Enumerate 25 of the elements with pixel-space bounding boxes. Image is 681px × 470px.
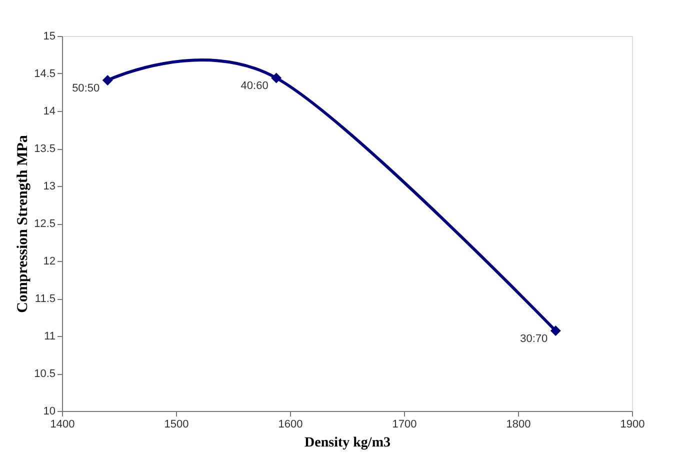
y-axis-title: Compression Strength MPa xyxy=(15,134,32,313)
y-tick-label: 12 xyxy=(43,256,56,268)
annotation: 50:50 xyxy=(72,82,100,94)
y-tick-label: 10.5 xyxy=(34,368,56,380)
y-tick-label: 12.5 xyxy=(34,218,56,230)
point xyxy=(102,75,113,86)
y-tick-label: 11 xyxy=(44,330,56,342)
y-tick-label: 10 xyxy=(43,406,56,418)
point xyxy=(550,326,561,336)
y-tick-label: 11.5 xyxy=(34,293,56,305)
point xyxy=(271,72,282,84)
x-tick-label: 1500 xyxy=(164,418,189,430)
annotation: 30:70 xyxy=(520,332,548,345)
y-tick-label: 13.5 xyxy=(34,143,56,155)
x-tick-label: 1400 xyxy=(50,418,75,430)
y-tick-label: 14 xyxy=(43,106,56,118)
y-tick-label: 13 xyxy=(43,180,56,192)
x-axis-title: Density kg/m3 xyxy=(304,436,390,450)
y-tick-label: 15 xyxy=(43,30,56,42)
y-tick-label: 14.5 xyxy=(34,68,56,80)
annotation: 40:60 xyxy=(240,80,268,92)
x-tick-label: 1600 xyxy=(278,418,303,430)
x-tick-label: 1800 xyxy=(506,418,531,430)
x-tick-label: 1700 xyxy=(392,418,417,430)
x-tick-label: 1900 xyxy=(620,418,645,430)
